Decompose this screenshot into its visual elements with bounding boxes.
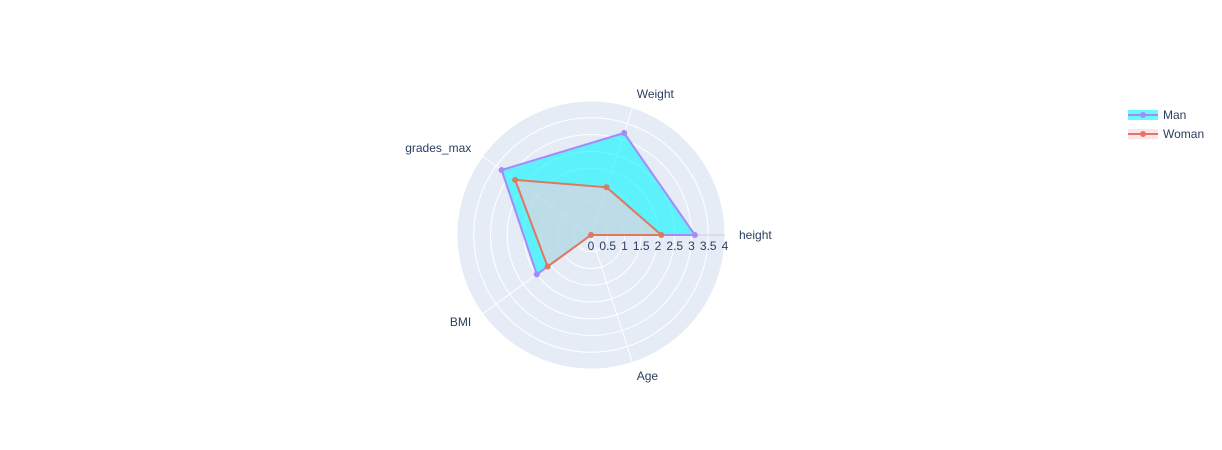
- data-point-woman-bmi: [544, 263, 551, 270]
- data-point-woman-weight: [603, 184, 610, 191]
- radial-tick-label: 4: [722, 239, 729, 253]
- legend-label: Man: [1163, 108, 1186, 122]
- data-point-man-height: [691, 232, 698, 238]
- legend-item-woman[interactable]: Woman: [1128, 127, 1204, 141]
- data-point-man-bmi: [533, 271, 540, 278]
- data-point-woman-grades_max: [512, 176, 519, 183]
- legend-label: Woman: [1163, 127, 1204, 141]
- axis-label-grades-max: grades_max: [405, 141, 471, 155]
- data-point-woman-age: [588, 232, 594, 238]
- radial-tick-label: 0: [588, 239, 595, 253]
- legend-marker: [1140, 131, 1146, 137]
- data-point-man-weight: [621, 130, 628, 137]
- polar-area: 0 0.5 1 1.5 2 2.5 3 3.5 4 height Weight grades_max B…: [405, 87, 772, 383]
- axis-label-age: Age: [637, 369, 659, 383]
- radial-tick-label: 2.5: [666, 239, 683, 253]
- radial-tick-label: 2: [655, 239, 662, 253]
- radial-tick-label: 0.5: [599, 239, 616, 253]
- axis-label-bmi: BMI: [450, 315, 471, 329]
- axis-label-weight: Weight: [637, 87, 675, 101]
- radial-tick-label: 3.5: [700, 239, 717, 253]
- axis-label-height: height: [739, 228, 772, 242]
- legend-item-man[interactable]: Man: [1128, 108, 1186, 122]
- angular-gridline: [590, 234, 633, 363]
- radial-tick-label: 3: [688, 239, 695, 253]
- legend-marker: [1140, 112, 1146, 118]
- legend[interactable]: Man Woman: [1128, 108, 1204, 141]
- data-point-man-grades_max: [498, 167, 505, 174]
- data-point-woman-height: [658, 232, 665, 238]
- radial-tick-label: 1: [621, 239, 628, 253]
- radial-tick-label: 1.5: [633, 239, 650, 253]
- series-polygon-woman: [514, 178, 663, 268]
